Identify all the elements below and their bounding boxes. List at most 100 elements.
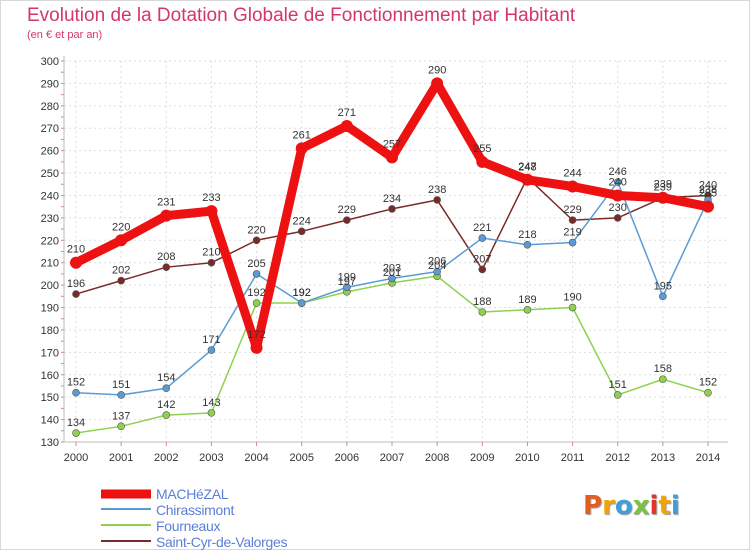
y-tick-label: 140 [41, 415, 59, 427]
logo-letter: i [649, 491, 659, 521]
data-label: 158 [654, 363, 672, 375]
data-label: 152 [67, 377, 85, 389]
x-tick-label: 2014 [696, 452, 720, 464]
data-point [568, 238, 577, 247]
y-tick-label: 220 [41, 235, 59, 247]
data-point [704, 388, 712, 397]
data-point [117, 391, 125, 399]
y-tick-label: 160 [41, 370, 59, 382]
data-point [659, 375, 667, 384]
x-tick-label: 2007 [380, 452, 404, 464]
legend-swatch-chirassimont [101, 508, 151, 510]
data-label: 220 [112, 221, 130, 233]
x-tick-label: 2006 [335, 452, 359, 464]
legend-swatch-fourneaux [101, 524, 151, 526]
data-point [431, 77, 444, 90]
axes: 130 140 150 160 170 180 190 200 210 220 230 240 250 2… [41, 56, 728, 464]
y-tick-label: 200 [41, 280, 59, 292]
data-point [162, 411, 171, 419]
data-label: 247 [518, 161, 536, 173]
data-label: 238 [428, 184, 446, 196]
data-label: 248 [518, 162, 536, 174]
x-tick-label: 2008 [425, 452, 449, 464]
data-point [207, 346, 216, 354]
data-point [433, 196, 441, 204]
data-label: 271 [338, 107, 356, 119]
y-tick-label: 210 [41, 258, 59, 270]
x-tick-label: 2013 [651, 452, 675, 464]
data-labels: 196 202 208 210 220 224 229 234 238 207 248 229 230 2… [67, 64, 717, 429]
y-tick-label: 270 [41, 123, 59, 135]
data-point [250, 341, 263, 354]
data-point [388, 274, 396, 283]
data-point [340, 119, 353, 132]
data-point [207, 409, 216, 417]
legend-label-machezal: MACHéZAL [156, 486, 229, 502]
x-tick-label: 2010 [515, 452, 539, 464]
data-point [478, 265, 487, 274]
data-label: 203 [383, 262, 401, 274]
data-point [252, 236, 261, 245]
data-point [521, 173, 534, 186]
data-point [72, 290, 80, 298]
grid-lines [64, 60, 728, 443]
x-tick-label: 2000 [64, 452, 88, 464]
data-point [656, 191, 669, 204]
line-chart: 130 140 150 160 170 180 190 200 210 220 230 240 250 2… [41, 56, 728, 464]
data-label: 234 [383, 193, 401, 205]
data-label: 192 [293, 287, 311, 299]
data-label: 230 [609, 202, 627, 214]
legend-label-fourneaux: Fourneaux [156, 518, 221, 534]
data-label: 195 [654, 280, 672, 292]
logo-letter: o [614, 491, 633, 521]
data-label: 201 [383, 267, 401, 279]
data-point [388, 205, 396, 213]
y-tick-label: 250 [41, 168, 59, 180]
data-label: 207 [473, 253, 491, 265]
y-tick-label: 230 [41, 213, 59, 225]
data-label: 189 [518, 294, 536, 306]
x-tick-label: 2002 [154, 452, 178, 464]
data-point [252, 299, 261, 307]
data-label: 239 [654, 182, 672, 194]
data-point [297, 227, 306, 236]
y-tick-label: 170 [41, 347, 59, 359]
data-point [70, 256, 82, 269]
y-tick-label: 260 [41, 146, 59, 158]
y-tick-label: 300 [41, 56, 59, 68]
data-point [476, 155, 489, 168]
data-point [205, 205, 218, 218]
data-label: 142 [157, 399, 175, 411]
data-label: 205 [247, 258, 265, 270]
data-label: 197 [338, 276, 356, 288]
y-tick-label: 130 [41, 437, 59, 449]
data-label: 204 [428, 260, 446, 272]
data-label: 172 [247, 329, 265, 341]
data-point [478, 308, 487, 316]
x-tick-label: 2001 [109, 452, 133, 464]
data-point [613, 214, 622, 222]
data-label: 244 [563, 168, 581, 180]
data-label: 154 [157, 372, 175, 384]
data-label: 290 [428, 64, 446, 76]
data-label: 190 [563, 292, 581, 304]
logo-letter: r [602, 491, 615, 521]
data-label: 199 [338, 271, 356, 283]
data-label: 231 [157, 197, 175, 209]
data-label: 208 [157, 251, 175, 263]
data-point [207, 258, 216, 267]
chart-title: Evolution de la Dotation Globale de Fonc… [27, 5, 576, 26]
data-point [659, 292, 667, 301]
data-label: 240 [699, 179, 717, 191]
data-label: 134 [67, 417, 85, 429]
data-point [117, 422, 125, 431]
data-point [566, 180, 579, 193]
data-label: 192 [293, 287, 311, 299]
y-tick-label: 150 [41, 392, 59, 404]
data-point [297, 299, 306, 307]
data-point [611, 189, 624, 202]
data-label: 229 [563, 204, 581, 216]
data-label: 196 [67, 278, 85, 290]
logo-letter: i [670, 491, 680, 521]
data-point [72, 388, 80, 397]
